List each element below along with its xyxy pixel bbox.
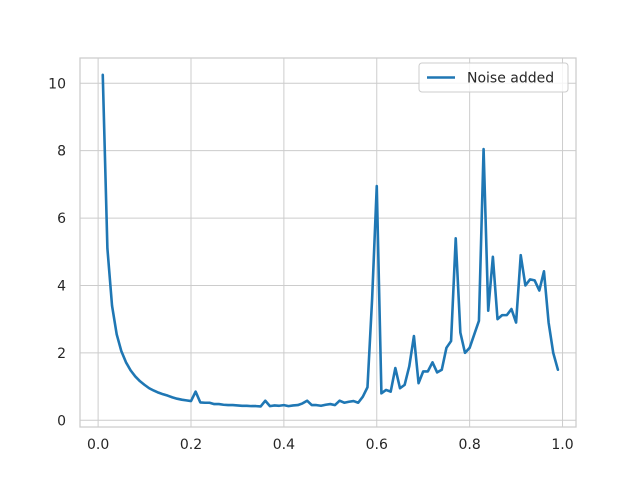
y-tick-label: 2	[57, 346, 66, 362]
plot-frame	[79, 57, 577, 428]
legend-box	[418, 62, 569, 93]
legend: Noise added	[418, 62, 569, 93]
x-tick-label: 1.0	[551, 437, 573, 453]
y-tick-label: 4	[57, 278, 66, 294]
y-tick-label: 6	[57, 211, 66, 227]
series-layer	[101, 73, 560, 408]
x-tick-label: 0.0	[87, 437, 109, 453]
y-tick-label: 8	[57, 144, 66, 160]
grid-lines	[80, 58, 576, 427]
x-tick-label: 0.6	[366, 437, 388, 453]
legend-label: Noise added	[467, 71, 554, 87]
x-axis-ticks: 0.0 0.2 0.4 0.6 0.8 1.0	[87, 437, 574, 453]
y-tick-label: 0	[57, 413, 66, 429]
plot-area	[80, 58, 576, 427]
x-tick-label: 0.8	[459, 437, 481, 453]
x-tick-label: 0.2	[180, 437, 202, 453]
y-tick-label: 10	[48, 76, 66, 92]
series-line-0	[101, 73, 560, 408]
x-tick-label: 0.4	[273, 437, 295, 453]
y-axis-ticks: 0 2 4 6 8 10	[48, 76, 66, 429]
